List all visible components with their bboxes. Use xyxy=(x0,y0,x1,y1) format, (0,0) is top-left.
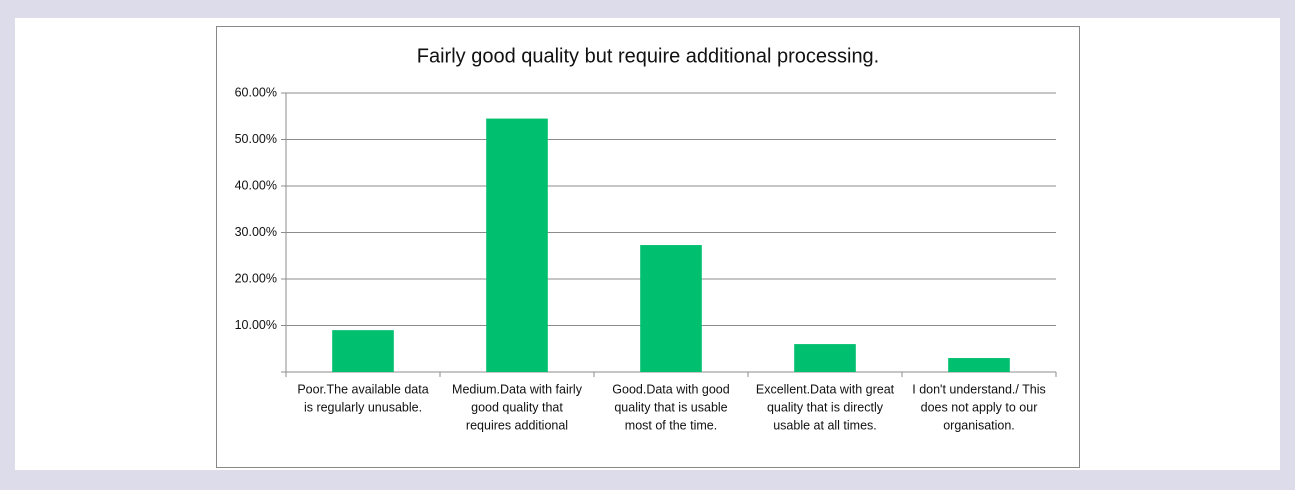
y-tick-label: 30.00% xyxy=(235,225,277,239)
y-tick-label: 10.00% xyxy=(235,318,277,332)
x-tick-label: quality that is directly xyxy=(767,400,884,414)
x-tick-label: does not apply to our xyxy=(921,400,1038,414)
x-tick-label: usable at all times. xyxy=(773,418,877,432)
bar xyxy=(640,245,702,372)
y-tick-label: 50.00% xyxy=(235,132,277,146)
bar xyxy=(332,330,394,372)
bar xyxy=(486,118,548,372)
x-tick-label: quality that is usable xyxy=(614,400,727,414)
y-tick-label: 60.00% xyxy=(235,85,277,99)
x-tick-label: requires additional xyxy=(466,418,568,432)
bar xyxy=(794,344,856,372)
x-tick-label: Excellent.Data with great xyxy=(756,382,895,396)
x-tick-label: I don't understand./ This xyxy=(912,382,1046,396)
x-tick-label: is regularly unusable. xyxy=(304,400,422,414)
y-tick-label: 20.00% xyxy=(235,271,277,285)
x-tick-label: Medium.Data with fairly xyxy=(452,382,583,396)
bar xyxy=(948,358,1010,372)
x-tick-label: most of the time. xyxy=(625,418,717,432)
x-tick-label: good quality that xyxy=(471,400,563,414)
y-tick-label: 40.00% xyxy=(235,178,277,192)
x-tick-label: organisation. xyxy=(943,418,1015,432)
x-tick-label: Poor.The available data xyxy=(297,382,428,396)
chart-title: Fairly good quality but require addition… xyxy=(417,45,880,67)
x-tick-label: Good.Data with good xyxy=(612,382,729,396)
